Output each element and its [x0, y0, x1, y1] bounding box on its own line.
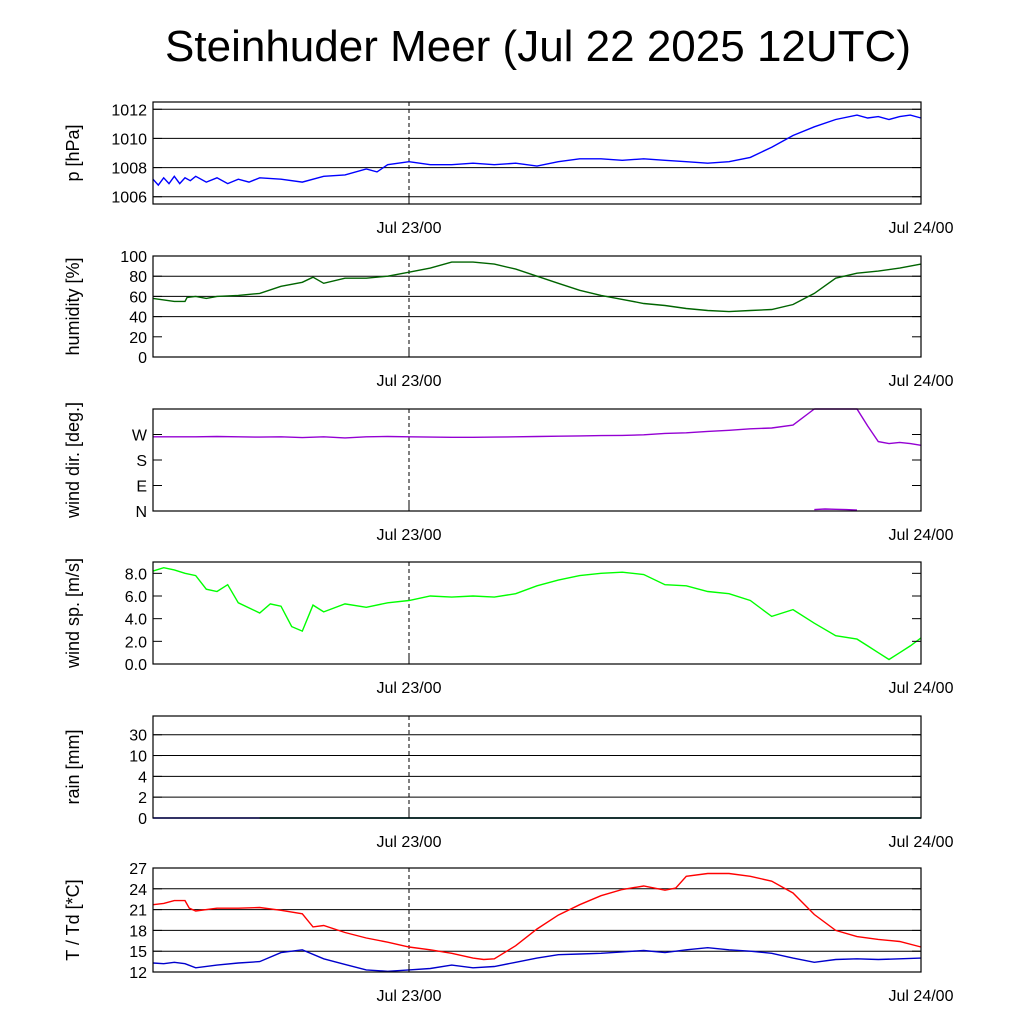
y-tick-label: 12: [129, 965, 147, 982]
pressure-panel: 1006 1008 1010 1012 Jul 23/00 Jul 24/00 p [hPa…: [63, 101, 954, 237]
y-tick-label: 80: [129, 269, 147, 286]
x-tick-label: Jul 23/00: [377, 988, 442, 1005]
temperature-dewpoint-panel: 12 15 18 21 24 27 Jul 23/00 Jul 24/00 T / Td [*C…: [63, 861, 954, 1005]
x-tick-label: Jul 24/00: [889, 988, 954, 1005]
series-line: [152, 261, 922, 313]
y-tick-label: 4: [138, 769, 147, 786]
plot-frame: [152, 867, 922, 973]
plot-frame: [152, 101, 922, 205]
series-line: [153, 408, 815, 439]
y-axis-label: p [hPa]: [63, 124, 83, 181]
x-tick-label: Jul 24/00: [889, 373, 954, 390]
series-line: [152, 114, 922, 187]
wind-speed-panel: 0.0 2.0 4.0 6.0 8.0 Jul 23/00 Jul 24/00 wind sp…: [63, 558, 954, 697]
y-tick-label: 0.0: [125, 657, 147, 674]
x-tick-label: Jul 23/00: [377, 220, 442, 237]
y-tick-label: 27: [129, 861, 147, 878]
series-line: [814, 508, 858, 511]
y-tick-label: 100: [120, 249, 147, 266]
plot-frame: [152, 561, 922, 665]
x-tick-label: Jul 24/00: [889, 680, 954, 697]
series-line: [152, 946, 922, 973]
y-tick-label: 1010: [111, 131, 147, 148]
y-tick-label: 0: [138, 811, 147, 828]
y-tick-label: 8.0: [125, 566, 147, 583]
x-tick-label: Jul 23/00: [377, 373, 442, 390]
y-tick-label: 15: [129, 944, 147, 961]
y-tick-label: 21: [129, 903, 147, 920]
plot-frame: [152, 255, 922, 358]
y-tick-label: N: [135, 504, 147, 521]
series-line: [152, 872, 922, 961]
y-tick-label: E: [136, 479, 147, 496]
y-tick-label: 30: [129, 728, 147, 745]
y-tick-label: 1012: [111, 102, 147, 119]
series-line: [152, 566, 922, 661]
y-tick-label: 10: [129, 749, 147, 766]
y-tick-label: 6.0: [125, 589, 147, 606]
plot-frame: [152, 408, 922, 512]
y-axis-label: rain [mm]: [63, 729, 83, 804]
x-tick-label: Jul 24/00: [889, 527, 954, 544]
y-tick-label: 1006: [111, 190, 147, 207]
x-tick-label: Jul 23/00: [377, 527, 442, 544]
x-tick-label: Jul 23/00: [377, 680, 442, 697]
series-line: [814, 408, 922, 446]
x-tick-label: Jul 23/00: [377, 834, 442, 851]
y-tick-label: 60: [129, 289, 147, 306]
x-tick-label: Jul 24/00: [889, 220, 954, 237]
y-axis-label: T / Td [*C]: [63, 879, 83, 960]
y-tick-label: W: [132, 428, 148, 445]
y-axis-label: wind sp. [m/s]: [63, 558, 83, 669]
y-tick-label: 1008: [111, 161, 147, 178]
y-tick-label: 0: [138, 350, 147, 367]
humidity-panel: 0 20 40 60 80 100 Jul 23/00 Jul 24/00 humidity […: [63, 249, 954, 390]
x-tick-label: Jul 24/00: [889, 834, 954, 851]
y-tick-label: 4.0: [125, 612, 147, 629]
plot-frame: [152, 715, 922, 819]
chart-title: Steinhuder Meer (Jul 22 2025 12UTC): [165, 22, 911, 71]
y-tick-label: 18: [129, 923, 147, 940]
y-axis-label: wind dir. [deg.]: [63, 402, 83, 519]
y-tick-label: 40: [129, 310, 147, 327]
y-tick-label: 2: [138, 790, 147, 807]
y-tick-label: 2.0: [125, 634, 147, 651]
y-tick-label: S: [136, 453, 147, 470]
y-tick-label: 24: [129, 882, 147, 899]
rain-panel: 0 2 4 10 30 Jul 23/00 Jul 24/00 rain [mm]: [63, 715, 954, 851]
y-tick-label: 20: [129, 330, 147, 347]
y-axis-label: humidity [%]: [63, 257, 83, 355]
